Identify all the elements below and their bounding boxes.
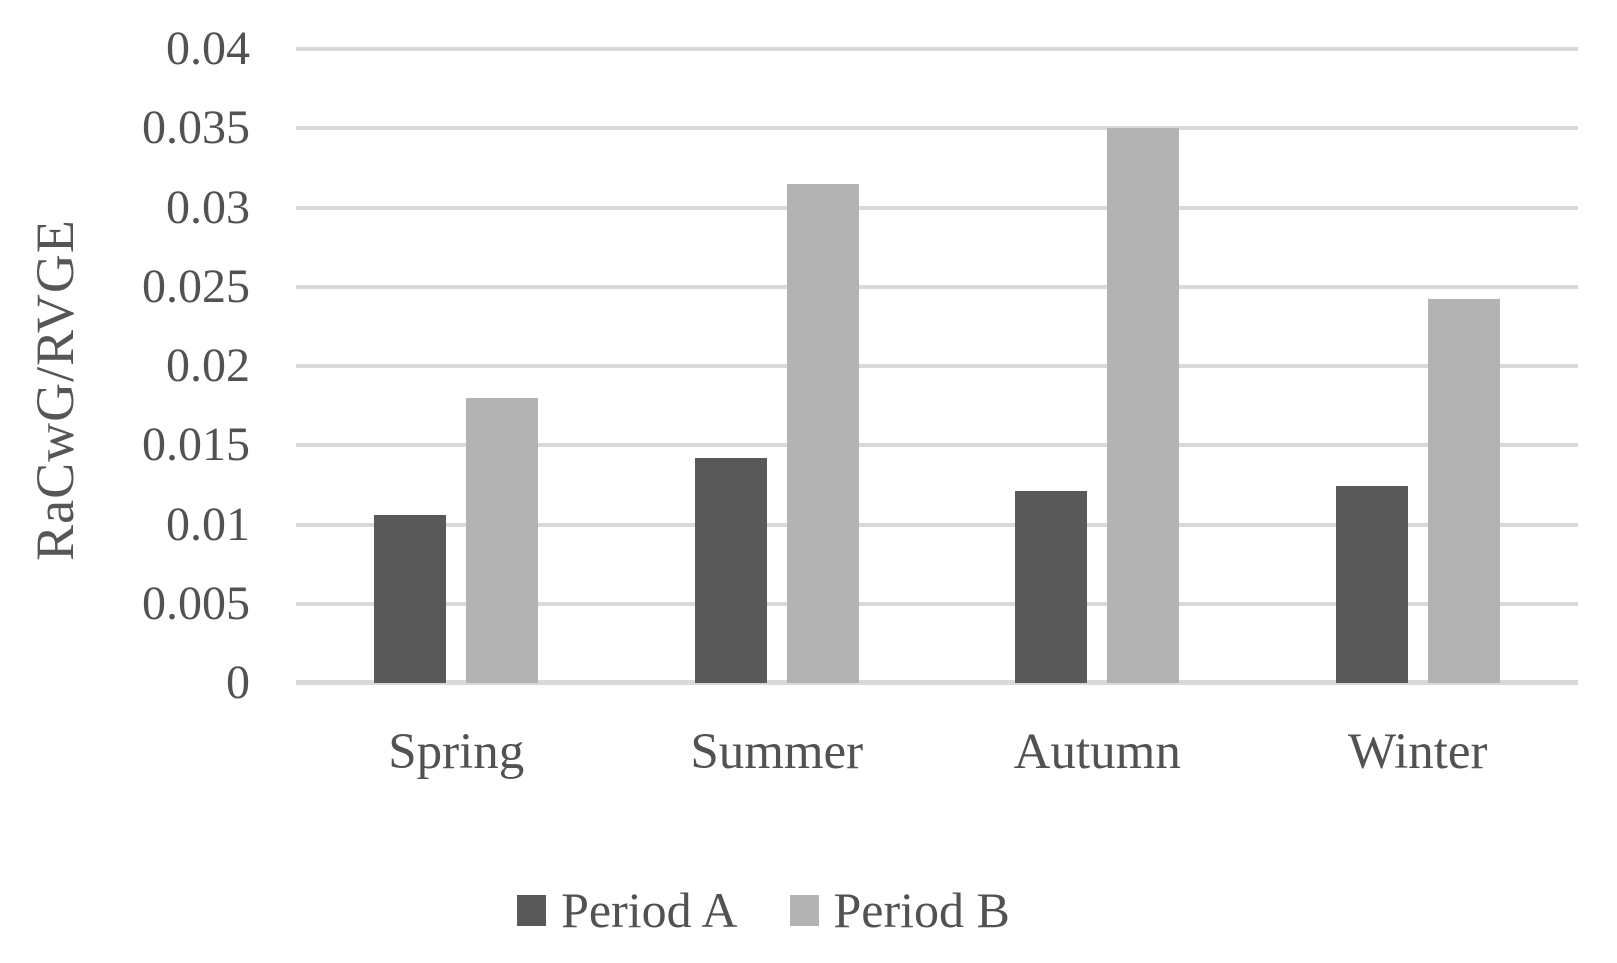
bar-period-a-spring	[374, 515, 447, 683]
y-tick-label-0-03: 0.03	[166, 180, 250, 234]
bar-period-b-autumn	[1107, 128, 1180, 683]
y-tick-label-0: 0	[226, 656, 250, 709]
bar-period-b-winter	[1427, 299, 1500, 683]
bar-period-b-summer	[786, 183, 859, 683]
gridline	[296, 205, 1578, 210]
gridline	[296, 364, 1578, 368]
legend-item-period-b: Period B	[789, 882, 1010, 938]
gridline	[296, 47, 1578, 51]
gridline	[296, 284, 1578, 289]
legend-swatch-period-b	[789, 894, 819, 926]
bar-period-a-summer	[694, 457, 767, 683]
x-label-autumn: Autumn	[1013, 724, 1181, 780]
bar-period-b-spring	[466, 397, 539, 683]
y-tick-label-0-01: 0.01	[166, 497, 250, 551]
y-tick-label-0-02: 0.02	[166, 339, 250, 392]
plot-area	[296, 47, 1578, 685]
x-label-winter: Winter	[1347, 724, 1488, 780]
y-tick-label-0-015: 0.015	[142, 418, 250, 472]
x-label-summer: Summer	[690, 724, 864, 780]
legend-label-period-b: Period B	[833, 882, 1010, 938]
legend-swatch-period-a	[517, 894, 547, 926]
bar-period-a-winter	[1335, 486, 1408, 683]
x-label-spring: Spring	[388, 724, 525, 780]
y-tick-label-0-005: 0.005	[142, 576, 250, 630]
gridline	[296, 126, 1578, 131]
legend: Period A Period B	[0, 882, 1572, 938]
legend-label-period-a: Period A	[561, 882, 738, 938]
x-axis-line	[296, 680, 1578, 685]
bar-period-a-autumn	[1015, 491, 1088, 683]
gridline	[296, 601, 1578, 606]
y-tick-label-0-035: 0.035	[142, 101, 250, 155]
y-tick-label-0-04: 0.04	[166, 22, 250, 75]
gridline	[296, 522, 1578, 527]
y-tick-label-0-025: 0.025	[142, 259, 250, 313]
gridline	[296, 443, 1578, 448]
legend-item-period-a: Period A	[517, 882, 738, 938]
